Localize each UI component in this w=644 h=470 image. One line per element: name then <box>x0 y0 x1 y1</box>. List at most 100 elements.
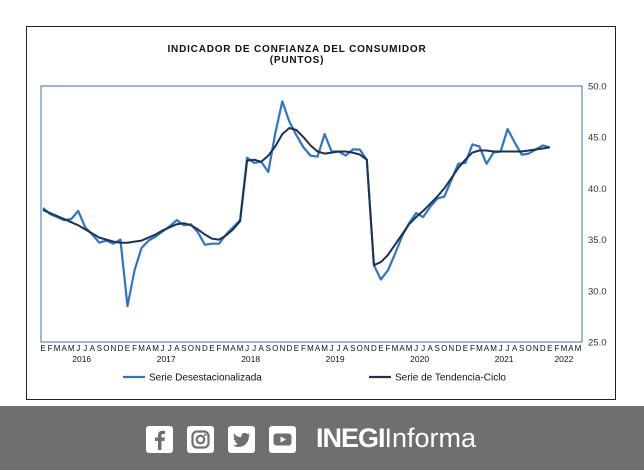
chart-title: INDICADOR DE CONFIANZA DEL CONSUMIDOR <box>167 44 426 55</box>
x-tick-label: D <box>118 344 124 353</box>
x-tick-label: M <box>392 344 399 353</box>
x-year-label: 2021 <box>495 354 514 364</box>
y-tick-label: 30.0 <box>588 286 607 297</box>
x-tick-label: M <box>476 344 483 353</box>
x-tick-label: A <box>427 344 433 353</box>
youtube-icon[interactable] <box>269 426 296 453</box>
x-tick-label: J <box>506 344 510 353</box>
x-tick-label: J <box>421 344 425 353</box>
x-tick-label: J <box>245 344 249 353</box>
x-tick-label: A <box>146 344 152 353</box>
x-tick-label: M <box>307 344 314 353</box>
x-tick-label: E <box>209 344 214 353</box>
x-tick-label: N <box>279 344 285 353</box>
x-tick-label: J <box>330 344 334 353</box>
x-year-label: 2022 <box>554 354 573 364</box>
y-tick-label: 25.0 <box>588 338 607 349</box>
x-tick-label: S <box>519 344 524 353</box>
x-tick-label: O <box>357 344 363 353</box>
chart-frame: INDICADOR DE CONFIANZA DEL CONSUMIDOR (P… <box>26 26 616 400</box>
x-tick-label: N <box>364 344 370 353</box>
x-tick-label: M <box>223 344 230 353</box>
x-tick-label: E <box>378 344 383 353</box>
x-tick-label: E <box>547 344 552 353</box>
x-tick-label: O <box>441 344 447 353</box>
x-tick-label: N <box>448 344 454 353</box>
x-year-label: 2016 <box>72 354 91 364</box>
x-tick-label: J <box>161 344 165 353</box>
chart-subtitle: (PUNTOS) <box>270 55 325 66</box>
x-tick-label: O <box>272 344 278 353</box>
chart: INDICADOR DE CONFIANZA DEL CONSUMIDOR (P… <box>40 44 607 384</box>
x-tick-label: F <box>470 344 475 353</box>
x-tick-label: J <box>168 344 172 353</box>
x-year-label: 2020 <box>410 354 429 364</box>
x-tick-label: A <box>315 344 321 353</box>
x-tick-label: F <box>132 344 137 353</box>
facebook-icon[interactable] <box>146 426 173 453</box>
x-tick-label: J <box>76 344 80 353</box>
x-tick-label: M <box>138 344 145 353</box>
x-tick-label: E <box>463 344 468 353</box>
x-tick-label: D <box>540 344 546 353</box>
x-tick-label: M <box>321 344 328 353</box>
instagram-icon[interactable] <box>187 426 214 453</box>
series-line-tendencia-ciclo <box>42 127 550 267</box>
x-tick-label: N <box>533 344 539 353</box>
y-tick-label: 50.0 <box>588 82 607 93</box>
x-tick-label: E <box>125 344 130 353</box>
x-tick-label: S <box>97 344 102 353</box>
x-tick-label: D <box>455 344 461 353</box>
x-tick-label: M <box>152 344 159 353</box>
x-tick-label: A <box>512 344 518 353</box>
x-tick-label: M <box>575 344 582 353</box>
x-year-label: 2018 <box>241 354 260 364</box>
legend-label-tendencia: Serie de Tendencia-Ciclo <box>395 373 506 384</box>
x-tick-label: S <box>181 344 186 353</box>
x-tick-label: D <box>371 344 377 353</box>
series-line-desestacionalizada <box>42 100 551 308</box>
x-tick-label: F <box>301 344 306 353</box>
x-tick-label: A <box>343 344 349 353</box>
inegi-informa-logo: INEGIInforma <box>316 423 477 453</box>
x-tick-label: F <box>217 344 222 353</box>
x-tick-label: J <box>337 344 341 353</box>
x-tick-label: J <box>252 344 256 353</box>
x-tick-label: J <box>499 344 503 353</box>
x-tick-label: F <box>385 344 390 353</box>
x-tick-label: F <box>554 344 559 353</box>
x-tick-label: M <box>54 344 61 353</box>
x-tick-label: S <box>266 344 271 353</box>
x-tick-label: N <box>111 344 117 353</box>
x-tick-label: M <box>561 344 568 353</box>
x-tick-label: J <box>83 344 87 353</box>
y-tick-label: 35.0 <box>588 235 607 246</box>
x-tick-label: F <box>48 344 53 353</box>
x-tick-label: A <box>568 344 574 353</box>
x-tick-label: S <box>435 344 440 353</box>
x-tick-label: D <box>286 344 292 353</box>
x-tick-label: A <box>484 344 490 353</box>
x-tick-label: E <box>294 344 299 353</box>
y-tick-label: 45.0 <box>588 133 607 144</box>
twitter-icon[interactable] <box>228 426 255 453</box>
legend-label-desestacionalizada: Serie Desestacionalizada <box>149 373 262 384</box>
x-year-label: 2017 <box>157 354 176 364</box>
x-tick-label: J <box>414 344 418 353</box>
x-tick-label: A <box>61 344 67 353</box>
x-tick-label: D <box>202 344 208 353</box>
x-tick-label: M <box>237 344 244 353</box>
x-tick-label: O <box>188 344 194 353</box>
x-tick-label: M <box>490 344 497 353</box>
x-year-label: 2019 <box>326 354 345 364</box>
x-tick-label: O <box>103 344 109 353</box>
x-tick-label: A <box>259 344 265 353</box>
x-tick-label: A <box>399 344 405 353</box>
x-tick-label: A <box>174 344 180 353</box>
x-tick-label: M <box>68 344 75 353</box>
x-tick-label: A <box>230 344 236 353</box>
x-tick-label: O <box>526 344 532 353</box>
x-tick-label: M <box>406 344 413 353</box>
x-tick-label: E <box>40 344 45 353</box>
footer-bar: INEGIInforma <box>0 406 644 470</box>
